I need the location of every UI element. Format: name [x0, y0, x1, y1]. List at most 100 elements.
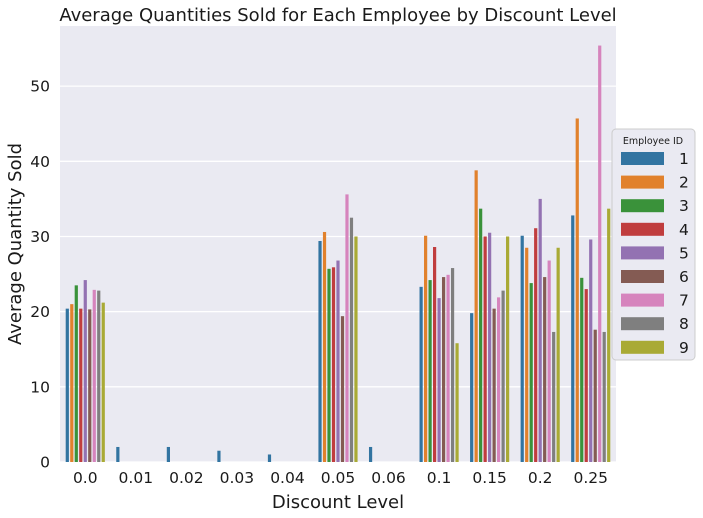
bar	[520, 235, 524, 462]
legend-label: 4	[679, 221, 689, 239]
bar	[437, 298, 441, 462]
bar	[166, 446, 170, 462]
bar	[547, 260, 551, 462]
y-axis-label: Average Quantity Sold	[5, 143, 26, 345]
legend-swatch	[621, 246, 664, 260]
y-tick-label: 0	[40, 454, 50, 472]
x-tick-label: 0.03	[220, 469, 255, 487]
legend-label: 1	[679, 150, 689, 168]
bar	[593, 329, 597, 462]
bar	[428, 280, 432, 462]
bar	[88, 309, 92, 462]
legend-swatch	[621, 175, 664, 189]
legend-label: 9	[679, 339, 689, 357]
legend-label: 3	[679, 197, 689, 215]
legend-items: 1 2 3 4 5 6 7 8 9	[621, 150, 689, 357]
legend-label: 6	[679, 268, 689, 286]
bar	[525, 247, 529, 462]
bar	[488, 232, 492, 462]
x-tick-label: 0.02	[169, 469, 204, 487]
bar	[97, 290, 101, 462]
bar	[538, 198, 542, 462]
x-tick-label: 0.04	[270, 469, 305, 487]
bar	[474, 170, 478, 462]
bar	[327, 268, 331, 462]
bar	[497, 297, 501, 462]
legend: Employee ID 1 2 3 4 5 6 7 8 9	[611, 128, 696, 361]
x-axis-label: Discount Level	[272, 492, 404, 513]
bar	[74, 285, 78, 462]
bar	[607, 208, 611, 462]
bar	[424, 235, 428, 462]
bar	[345, 194, 349, 462]
bar	[83, 280, 87, 462]
bar	[598, 45, 602, 462]
chart-title: Average Quantities Sold for Each Employe…	[59, 5, 616, 26]
x-tick-label: 0.06	[371, 469, 406, 487]
bar	[506, 236, 510, 462]
bar	[441, 277, 446, 462]
bar	[584, 289, 588, 462]
bar	[580, 277, 584, 462]
bar	[483, 236, 487, 462]
bar	[349, 217, 354, 462]
bar	[543, 277, 547, 462]
y-tick-label: 20	[30, 303, 50, 321]
bar	[556, 247, 560, 462]
legend-swatch	[621, 270, 664, 283]
bar	[501, 290, 505, 462]
bar	[534, 228, 538, 462]
x-tick-label: 0.1	[427, 469, 452, 487]
bar	[479, 208, 483, 462]
bar	[450, 268, 455, 462]
bar	[575, 118, 579, 462]
legend-swatch	[621, 317, 664, 331]
y-tick-labels: 0 10 20 30 40 50	[30, 78, 50, 472]
bar	[322, 231, 327, 462]
bar	[354, 236, 358, 462]
x-tick-label: 0.0	[73, 469, 98, 487]
bar	[267, 454, 272, 462]
bar	[65, 308, 69, 462]
x-tick-label: 0.15	[472, 469, 507, 487]
bar	[116, 446, 120, 462]
bar	[70, 304, 74, 462]
bar	[217, 450, 221, 462]
bar	[470, 313, 474, 462]
bars	[65, 45, 611, 462]
bar	[336, 260, 340, 462]
bar	[602, 331, 606, 462]
bar	[552, 331, 556, 462]
bar	[571, 215, 575, 462]
y-tick-label: 30	[30, 228, 50, 246]
bar	[589, 239, 593, 462]
bar	[529, 283, 533, 462]
y-tick-label: 40	[30, 153, 50, 171]
x-tick-labels: 0.0 0.01 0.02 0.03 0.04 0.05 0.06 0.1 0.15 0.2 0.2…	[73, 469, 608, 487]
bar	[331, 267, 336, 462]
bar	[492, 308, 496, 462]
legend-label: 5	[679, 244, 689, 262]
bar	[92, 289, 96, 462]
bar	[446, 274, 450, 462]
x-tick-label: 0.25	[573, 469, 608, 487]
x-tick-label: 0.05	[321, 469, 356, 487]
legend-label: 2	[679, 174, 689, 192]
legend-label: 7	[679, 292, 689, 310]
legend-swatch	[621, 293, 664, 307]
bar	[318, 240, 322, 462]
bar	[455, 343, 459, 462]
legend-title: Employee ID	[623, 136, 683, 147]
legend-label: 8	[679, 315, 689, 333]
legend-swatch	[621, 340, 664, 354]
x-tick-label: 0.01	[119, 469, 154, 487]
bar	[419, 286, 423, 462]
legend-swatch	[621, 199, 664, 213]
legend-swatch	[621, 152, 664, 165]
bar	[432, 247, 437, 462]
legend-swatch	[621, 222, 664, 236]
bar	[101, 302, 105, 462]
bar	[368, 446, 373, 462]
y-tick-label: 10	[30, 378, 50, 396]
